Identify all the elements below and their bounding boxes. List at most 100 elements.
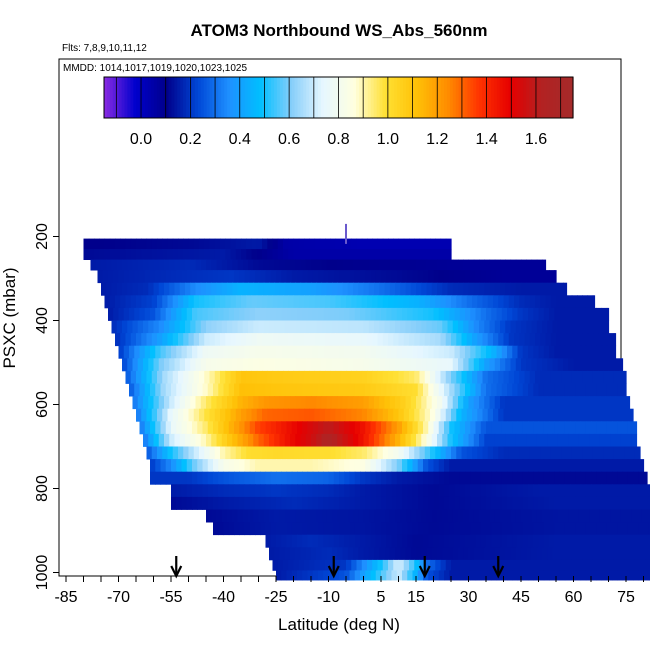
heatmap-cell bbox=[165, 345, 172, 359]
heatmap-cell bbox=[622, 421, 629, 435]
heatmap-cell bbox=[396, 570, 403, 581]
heatmap-cell bbox=[153, 320, 160, 334]
heatmap-cell bbox=[179, 358, 186, 372]
heatmap-cell bbox=[400, 433, 407, 447]
heatmap-cell bbox=[461, 370, 468, 384]
heatmap-cell bbox=[475, 307, 482, 321]
heatmap-cell bbox=[339, 383, 345, 397]
heatmap-cell bbox=[339, 421, 345, 435]
dates-label: MMDD: 1014,1017,1019,1020,1023,1025 bbox=[63, 63, 247, 74]
heatmap-cell bbox=[172, 333, 179, 347]
heatmap-cell bbox=[167, 370, 174, 384]
heatmap-cell bbox=[176, 471, 183, 485]
heatmap-cell bbox=[479, 259, 485, 271]
heatmap-cell bbox=[494, 282, 501, 296]
heatmap-cell bbox=[615, 509, 622, 523]
heatmap-cell bbox=[349, 421, 356, 435]
heatmap-cell bbox=[440, 446, 447, 460]
heatmap-cell bbox=[398, 559, 405, 571]
heatmap-cell bbox=[202, 471, 209, 485]
heatmap-cell bbox=[510, 259, 517, 271]
heatmap-cell bbox=[606, 522, 613, 536]
heatmap-cell bbox=[424, 408, 431, 422]
heatmap-cell bbox=[186, 496, 193, 510]
heatmap-cell bbox=[358, 282, 365, 296]
heatmap-cell bbox=[88, 249, 95, 260]
heatmap-cell bbox=[491, 270, 498, 284]
heatmap-cell bbox=[232, 259, 239, 271]
heatmap-cell bbox=[458, 320, 464, 334]
heatmap-cell bbox=[311, 547, 317, 561]
heatmap-cell bbox=[311, 259, 317, 271]
heatmap-cell bbox=[246, 446, 253, 460]
heatmap-cell bbox=[139, 270, 146, 284]
heatmap-cell bbox=[216, 320, 223, 334]
heatmap-cell bbox=[374, 259, 380, 271]
heatmap-cell bbox=[377, 446, 384, 460]
heatmap-cell bbox=[445, 295, 452, 309]
heatmap-cell bbox=[493, 446, 499, 460]
heatmap-cell bbox=[624, 559, 631, 571]
heatmap-cell bbox=[493, 295, 499, 309]
heatmap-cell bbox=[580, 534, 587, 548]
heatmap-cell bbox=[517, 484, 524, 498]
heatmap-cell bbox=[342, 259, 349, 271]
heatmap-cell bbox=[204, 333, 211, 347]
heatmap-cell bbox=[522, 522, 529, 536]
heatmap-cell bbox=[111, 320, 118, 334]
x-tick-label: 5 bbox=[377, 589, 386, 606]
heatmap-cell bbox=[253, 259, 260, 271]
heatmap-cell bbox=[314, 446, 321, 460]
heatmap-cell bbox=[542, 547, 548, 561]
heatmap-cell bbox=[216, 358, 223, 372]
heatmap-cell bbox=[498, 295, 505, 309]
heatmap-cell bbox=[255, 421, 261, 435]
heatmap-cell bbox=[559, 307, 566, 321]
heatmap-cell bbox=[529, 370, 536, 384]
heatmap-cell bbox=[412, 522, 419, 536]
heatmap-cell bbox=[456, 333, 463, 347]
heatmap-cell bbox=[200, 358, 207, 372]
colorbar-swatch bbox=[464, 77, 469, 118]
heatmap-cell bbox=[522, 484, 529, 498]
heatmap-cell bbox=[386, 484, 393, 498]
heatmap-cell bbox=[218, 522, 225, 536]
heatmap-cell bbox=[566, 408, 573, 422]
heatmap-cell bbox=[599, 509, 606, 523]
heatmap-cell bbox=[496, 471, 503, 485]
heatmap-cell bbox=[522, 496, 529, 510]
colorbar-swatch bbox=[402, 77, 407, 118]
heatmap-cell bbox=[153, 358, 160, 372]
heatmap-cell bbox=[244, 484, 251, 498]
colorbar-swatch bbox=[186, 77, 190, 118]
heatmap-cell bbox=[515, 433, 522, 447]
colorbar-swatch bbox=[323, 77, 328, 118]
heatmap-cell bbox=[223, 270, 230, 284]
heatmap-cell bbox=[164, 320, 170, 334]
heatmap-cell bbox=[192, 421, 198, 435]
heatmap-cell bbox=[454, 522, 461, 536]
heatmap-cell bbox=[221, 259, 228, 271]
heatmap-cell bbox=[361, 295, 368, 309]
heatmap-cell bbox=[365, 345, 372, 359]
heatmap-cell bbox=[585, 522, 592, 536]
heatmap-cell bbox=[150, 459, 156, 473]
heatmap-cell bbox=[246, 408, 253, 422]
heatmap-cell bbox=[220, 333, 226, 347]
heatmap-cell bbox=[323, 570, 330, 581]
heatmap-cell bbox=[584, 396, 590, 410]
heatmap-cell bbox=[353, 358, 359, 372]
heatmap-cell bbox=[164, 396, 170, 410]
heatmap-cell bbox=[470, 345, 477, 359]
colorbar-swatch bbox=[473, 77, 477, 118]
heatmap-cell bbox=[505, 547, 512, 561]
heatmap-cell bbox=[596, 522, 603, 536]
heatmap-cell bbox=[249, 270, 256, 284]
heatmap-cell bbox=[360, 383, 366, 397]
heatmap-cell bbox=[489, 433, 496, 447]
heatmap-cell bbox=[386, 570, 393, 581]
heatmap-cell bbox=[202, 484, 209, 498]
heatmap-cell bbox=[648, 534, 650, 548]
heatmap-cell bbox=[592, 295, 596, 309]
heatmap-cell bbox=[328, 496, 335, 510]
